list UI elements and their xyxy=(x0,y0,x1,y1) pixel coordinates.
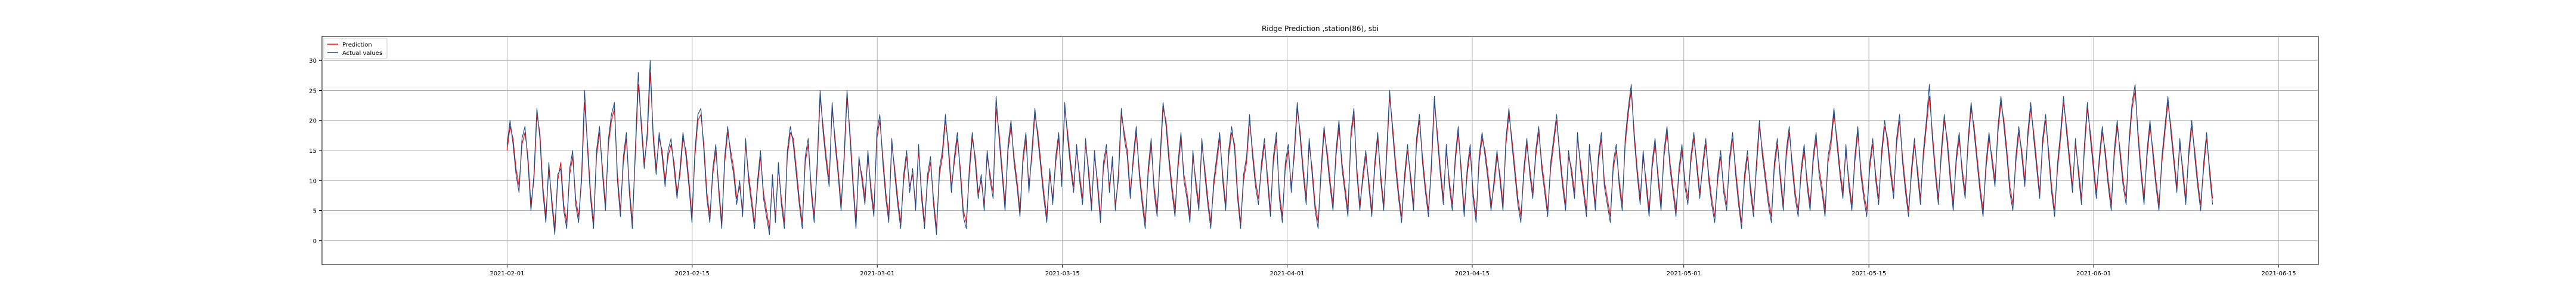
x-tick-label: 2021-04-01 xyxy=(1270,271,1305,277)
x-tick-label: 2021-02-01 xyxy=(490,271,524,277)
y-tick-label: 5 xyxy=(313,208,317,215)
x-tick-label: 2021-05-15 xyxy=(1852,271,1886,277)
series-line-actual-values xyxy=(506,60,2213,235)
legend-label-actual-values: Actual values xyxy=(342,50,382,57)
y-tick-label: 25 xyxy=(309,88,317,94)
x-tick-label: 2021-04-15 xyxy=(1455,271,1490,277)
y-tick-label: 0 xyxy=(313,238,317,245)
legend: Prediction Actual values xyxy=(323,38,388,59)
series-group xyxy=(506,60,2213,235)
x-tick-label: 2021-03-01 xyxy=(860,271,894,277)
y-tick-label: 10 xyxy=(309,178,317,185)
x-axis: 2021-02-01 2021-02-15 2021-03-01 2021-03-15… xyxy=(490,265,2296,277)
x-tick-label: 2021-05-01 xyxy=(1667,271,1701,277)
y-tick-label: 15 xyxy=(309,148,317,155)
legend-label-prediction: Prediction xyxy=(342,42,372,48)
legend-box xyxy=(323,38,388,59)
x-tick-label: 2021-06-01 xyxy=(2076,271,2111,277)
chart-title: Ridge Prediction ,station(86), sbi xyxy=(1262,24,1379,33)
x-tick-label: 2021-03-15 xyxy=(1045,271,1080,277)
y-tick-label: 20 xyxy=(309,118,317,125)
y-tick-label: 30 xyxy=(309,58,317,64)
y-axis: 0 5 10 15 20 25 30 xyxy=(309,58,322,245)
x-tick-label: 2021-02-15 xyxy=(675,271,710,277)
grid xyxy=(322,36,2318,265)
x-tick-label: 2021-06-15 xyxy=(2261,271,2296,277)
